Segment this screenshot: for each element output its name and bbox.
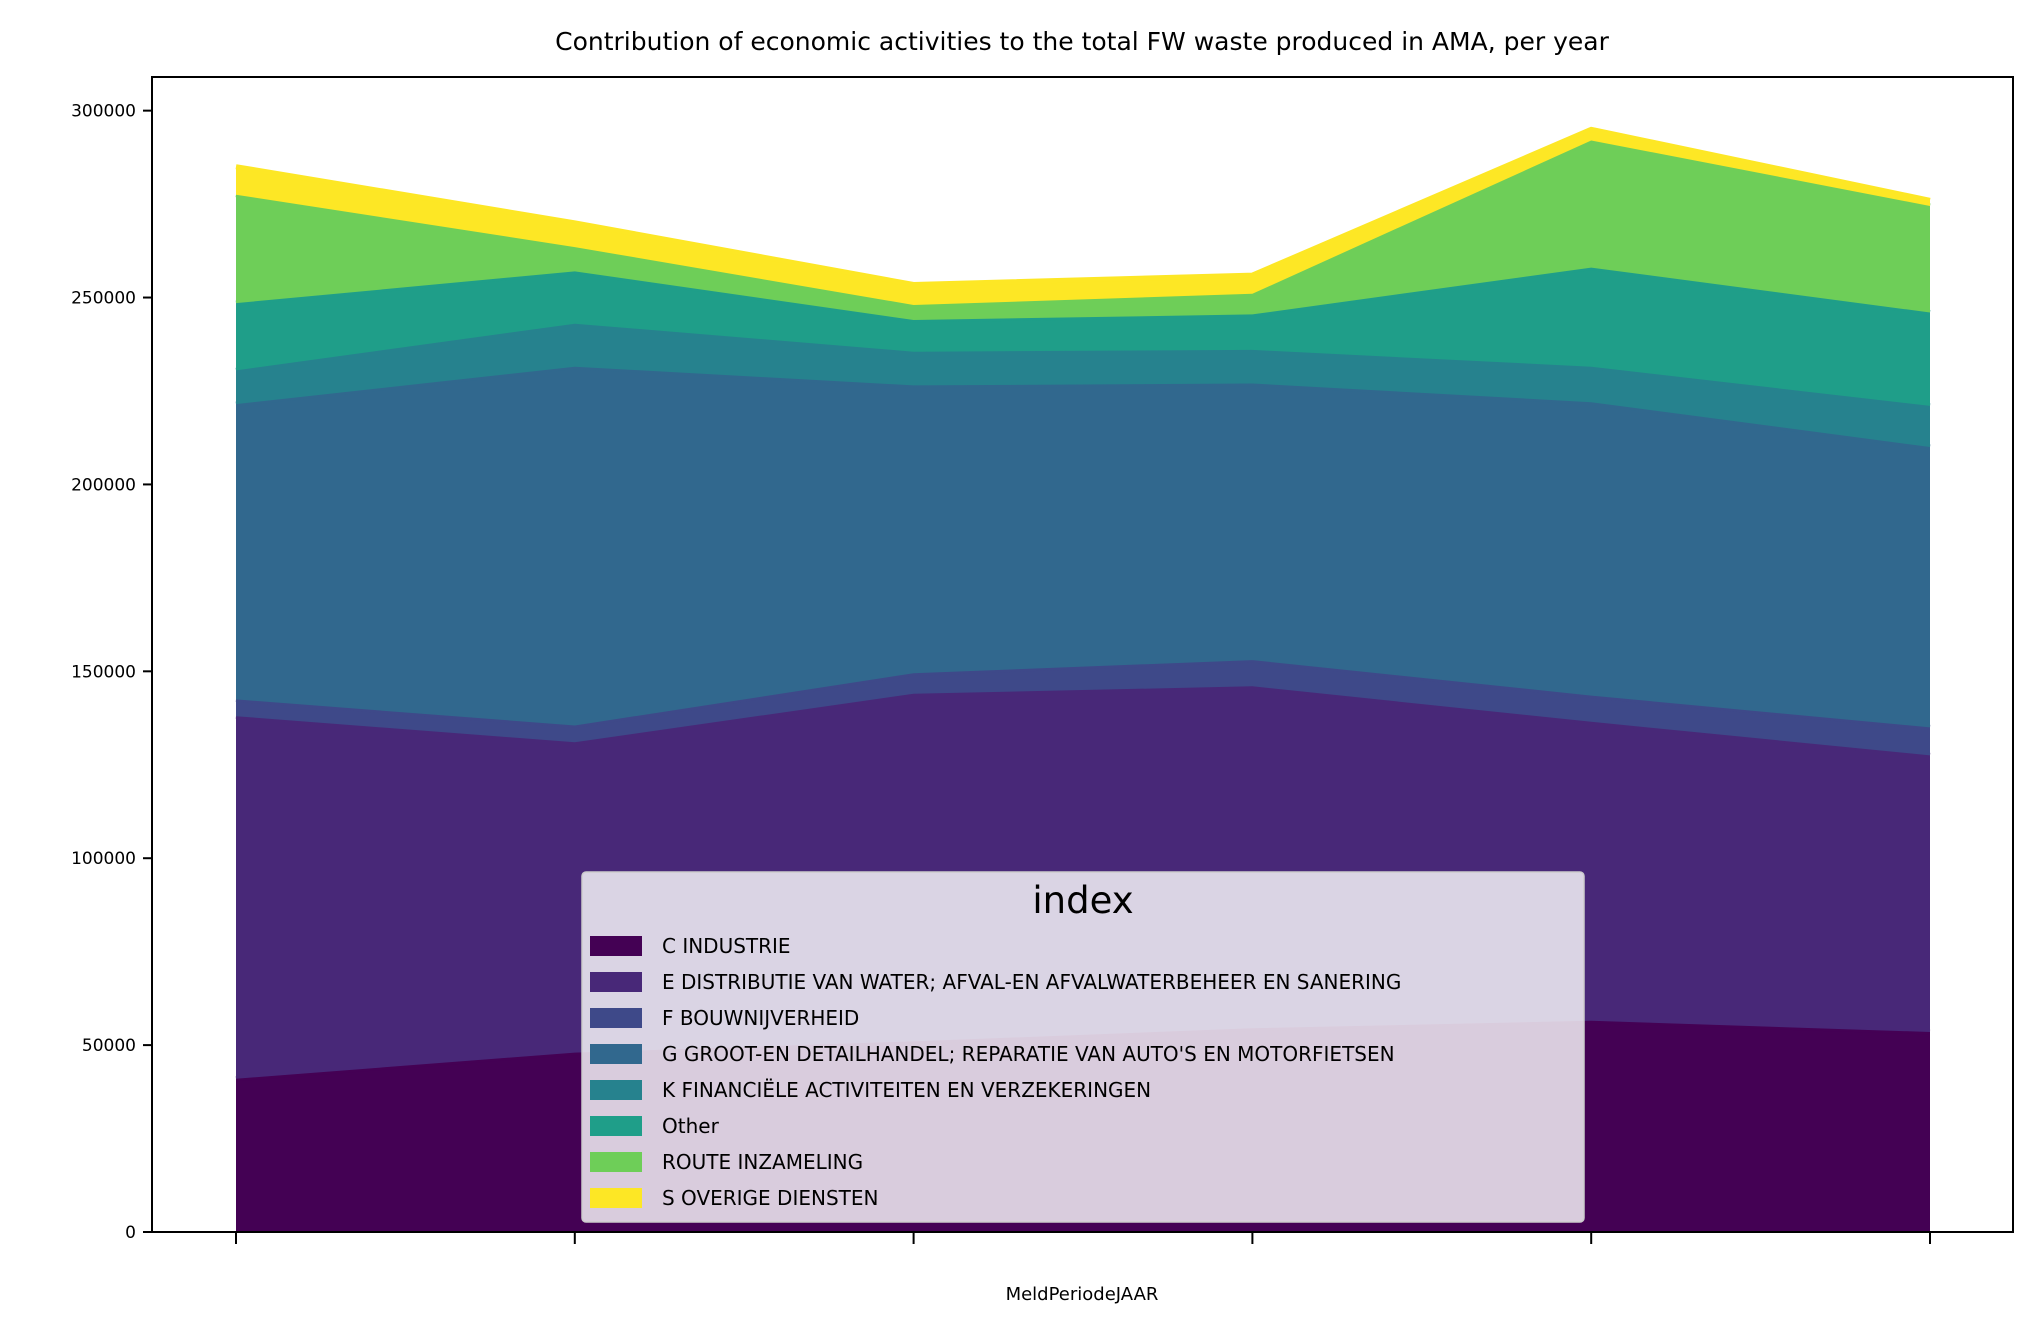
- area-series-7: [236, 129, 1930, 305]
- legend-label: Other: [662, 1114, 720, 1138]
- x-axis-label: MeldPeriodeJAAR: [1006, 1284, 1159, 1305]
- plot-frame: [151, 76, 2014, 1233]
- y-tick-label: 250000: [71, 289, 136, 309]
- area-series-3: [236, 366, 1930, 728]
- legend-label: ROUTE INZAMELING: [662, 1150, 863, 1174]
- legend-box: [581, 871, 1585, 1223]
- legend-label: S OVERIGE DIENSTEN: [662, 1186, 878, 1210]
- x-axis: [235, 1232, 1931, 1244]
- area-series-4: [236, 323, 1930, 447]
- legend-swatch: [590, 1152, 642, 1172]
- legend-label: F BOUWNIJVERHEID: [662, 1006, 859, 1030]
- y-tick-label: 100000: [71, 849, 136, 869]
- y-tick-label: 0: [125, 1223, 136, 1243]
- y-tick-label: 50000: [82, 1036, 136, 1056]
- legend-swatch: [590, 1116, 642, 1136]
- legend-swatch: [590, 1080, 642, 1100]
- legend-label: K FINANCIËLE ACTIVITEITEN EN VERZEKERING…: [662, 1078, 1151, 1102]
- area-series-line-2: [235, 657, 1931, 730]
- legend-swatch: [590, 972, 642, 992]
- legend-swatch: [590, 1188, 642, 1208]
- y-tick-label: 200000: [71, 475, 136, 495]
- y-axis: 0 50000 100000 150000 200000 250000 300000: [71, 102, 152, 1243]
- legend-swatch: [590, 1044, 642, 1064]
- area-series-6: [236, 140, 1930, 320]
- y-tick-label: 150000: [71, 662, 136, 682]
- area-series-5: [236, 267, 1930, 406]
- legend-swatch: [590, 1008, 642, 1028]
- legend-label: E DISTRIBUTIE VAN WATER; AFVAL-EN AFVALW…: [662, 970, 1401, 994]
- legend-title: index: [1032, 879, 1133, 922]
- area-series-line-7: [235, 126, 1931, 288]
- legend-items: C INDUSTRIE E DISTRIBUTIE VAN WATER; AFVA…: [590, 934, 1401, 1210]
- y-tick-label: 300000: [71, 102, 136, 122]
- legend-label: G GROOT-EN DETAILHANDEL; REPARATIE VAN A…: [662, 1042, 1395, 1066]
- legend-swatch: [590, 936, 642, 956]
- legend-label: C INDUSTRIE: [662, 934, 791, 958]
- legend: index C INDUSTRIE E DISTRIBUTIE VAN WATER…: [581, 871, 1585, 1223]
- chart-title: Contribution of economic activities to t…: [555, 27, 1609, 56]
- area-series-2: [236, 660, 1930, 756]
